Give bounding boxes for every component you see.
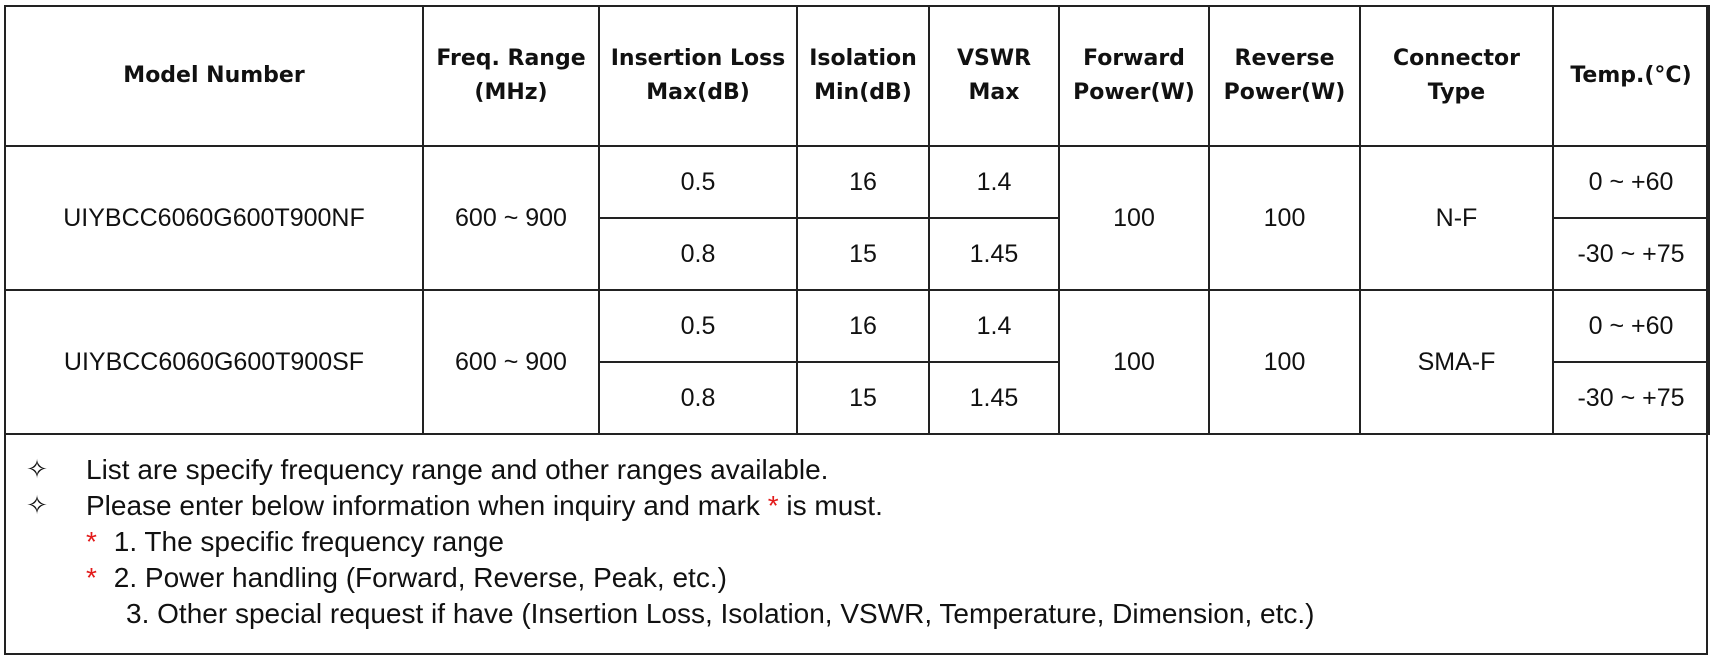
header-insertion-loss: Insertion Loss Max(dB) [598, 5, 798, 147]
isolation-cell: 15 [796, 361, 930, 435]
note-text: Please enter below information when inqu… [86, 490, 883, 521]
temp-cell: 0 ~ +60 [1552, 145, 1710, 219]
requirement-item: * 2. Power handling (Forward, Reverse, P… [20, 560, 1700, 596]
required-asterisk: * [767, 490, 779, 521]
model-cell: UIYBCC6060G600T900NF [4, 145, 424, 291]
requirement-item: 3. Other special request if have (Insert… [20, 596, 1700, 632]
reverse-power-cell: 100 [1208, 145, 1361, 291]
note-item: ✧ Please enter below information when in… [20, 488, 1700, 524]
required-asterisk: * [86, 526, 97, 557]
insertion-loss-cell: 0.5 [598, 145, 798, 219]
insertion-loss-cell: 0.5 [598, 289, 798, 363]
reverse-power-cell: 100 [1208, 289, 1361, 435]
table-row: 0.8 15 1.45 -30 ~ +75 [5, 361, 1710, 435]
connector-cell: N-F [1359, 145, 1554, 291]
header-temp: Temp.(°C) [1552, 5, 1710, 147]
temp-cell: 0 ~ +60 [1552, 289, 1710, 363]
header-model-number: Model Number [4, 5, 424, 147]
insertion-loss-cell: 0.8 [598, 361, 798, 435]
isolation-cell: 16 [796, 289, 930, 363]
isolation-cell: 16 [796, 145, 930, 219]
freq-cell: 600 ~ 900 [422, 289, 600, 435]
temp-cell: -30 ~ +75 [1552, 217, 1710, 291]
insertion-loss-cell: 0.8 [598, 217, 798, 291]
header-isolation: Isolation Min(dB) [796, 5, 930, 147]
temp-cell: -30 ~ +75 [1552, 361, 1710, 435]
requirement-text: 2. Power handling (Forward, Reverse, Pea… [106, 562, 727, 593]
isolation-cell: 15 [796, 217, 930, 291]
header-reverse-power: Reverse Power(W) [1208, 5, 1361, 147]
table-row: UIYBCC6060G600T900NF 600 ~ 900 0.5 16 1.… [4, 145, 1710, 291]
model-cell: UIYBCC6060G600T900SF [4, 289, 424, 435]
note-item: ✧ List are specify frequency range and o… [20, 452, 1700, 488]
forward-power-cell: 100 [1058, 289, 1210, 435]
notes-section: ✧ List are specify frequency range and o… [20, 452, 1700, 632]
requirement-text: 3. Other special request if have (Insert… [126, 598, 1315, 629]
header-row: Model Number Freq. Range (MHz) Insertion … [4, 5, 1710, 147]
vswr-cell: 1.45 [928, 361, 1060, 435]
header-connector-type: Connector Type [1359, 5, 1554, 147]
requirement-text: 1. The specific frequency range [106, 526, 504, 557]
star-bullet-icon: ✧ [26, 491, 48, 521]
table-row: 0.8 15 1.45 -30 ~ +75 [5, 217, 1710, 291]
vswr-cell: 1.4 [928, 145, 1060, 219]
required-asterisk: * [86, 562, 97, 593]
vswr-cell: 1.45 [928, 217, 1060, 291]
spec-table: Model Number Freq. Range (MHz) Insertion … [4, 5, 1710, 435]
header-vswr: VSWR Max [928, 5, 1060, 147]
note-text: List are specify frequency range and oth… [86, 454, 829, 485]
requirement-item: * 1. The specific frequency range [20, 524, 1700, 560]
vswr-cell: 1.4 [928, 289, 1060, 363]
forward-power-cell: 100 [1058, 145, 1210, 291]
star-bullet-icon: ✧ [26, 455, 48, 485]
table-row: UIYBCC6060G600T900SF 600 ~ 900 0.5 16 1.… [4, 289, 1710, 435]
connector-cell: SMA-F [1359, 289, 1554, 435]
header-freq-range: Freq. Range (MHz) [422, 5, 600, 147]
freq-cell: 600 ~ 900 [422, 145, 600, 291]
header-forward-power: Forward Power(W) [1058, 5, 1210, 147]
